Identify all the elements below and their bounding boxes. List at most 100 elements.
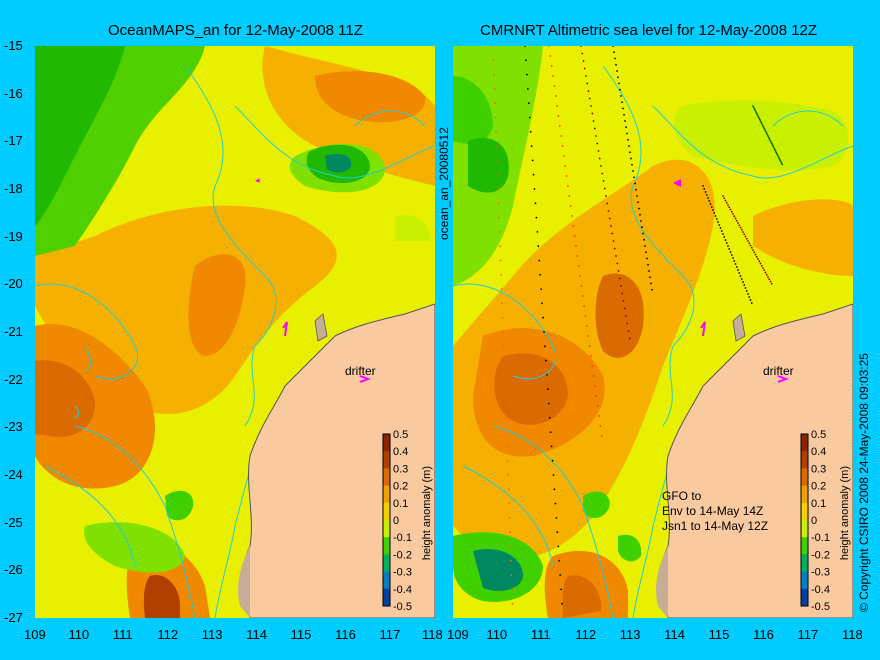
satellite-track-point <box>525 59 527 62</box>
satellite-track-point <box>626 322 629 325</box>
satellite-track-point <box>559 574 562 576</box>
satellite-track-point <box>592 120 595 122</box>
y-tick-label: -26 <box>4 562 23 578</box>
satellite-track-point <box>770 141 772 143</box>
satellite-track-point <box>617 76 619 79</box>
satellite-track-point <box>502 345 505 348</box>
satellite-track-point <box>588 345 591 347</box>
satellite-track-point <box>638 207 640 210</box>
x-tick-label: 112 <box>157 627 179 642</box>
colorbar-segment <box>383 520 390 538</box>
satellite-track-point <box>729 251 732 253</box>
satellite-track-point <box>779 159 781 161</box>
satellite-track-point <box>648 270 650 272</box>
satellite-track-point <box>745 290 748 292</box>
satellite-track-point <box>645 251 647 254</box>
colorbar: 0.5 0.4 0.3 0.2 0.1 0 -0.1 -0.2 -0.3 -0.4 -0.5 <box>382 429 412 613</box>
land-mass <box>656 546 668 618</box>
satellite-track-point <box>755 255 758 258</box>
satellite-track-point <box>621 292 624 295</box>
satellite-track-point <box>650 282 652 285</box>
satellite-track-point <box>768 278 771 281</box>
satellite-track-point <box>554 95 557 97</box>
satellite-track-point <box>758 260 761 263</box>
colorbar-segment <box>383 537 390 555</box>
satellite-track-point <box>642 232 644 235</box>
satellite-track-point <box>641 226 643 229</box>
satellite-track-point <box>495 130 497 133</box>
satellite-track-point <box>629 151 631 154</box>
colorbar-tick-label: 0.3 <box>393 463 408 475</box>
satellite-track-point <box>734 217 737 220</box>
satellite-track-point <box>616 262 619 265</box>
anomaly-low-region <box>674 100 848 171</box>
colorbar-segment <box>801 588 808 607</box>
satellite-track-point <box>643 238 645 241</box>
satellite-track-point <box>763 269 766 272</box>
satellite-track-point <box>509 531 511 534</box>
satellite-track-point <box>584 315 587 317</box>
satellite-track-point <box>588 97 591 100</box>
satellite-track-point <box>506 445 508 448</box>
satellite-track-point <box>739 275 742 277</box>
satellite-track-point <box>624 120 626 122</box>
satellite-track-point <box>761 123 763 125</box>
anomaly-high-region <box>143 575 180 618</box>
satellite-track-point <box>587 335 590 337</box>
right-map-panel: drifter 0.5 0.4 0.3 0.2 0.1 0 -0.1 -0.2 -0.3 -0.4… <box>453 46 853 618</box>
satellite-track-point <box>724 199 727 202</box>
satellite-track-point <box>735 266 738 268</box>
y-tick-label: -16 <box>4 85 23 101</box>
x-tick-label: 118 <box>842 627 863 642</box>
satellite-track-point <box>507 488 510 491</box>
satellite-track-point <box>752 106 755 109</box>
colorbar-tick-label: 0.4 <box>811 446 826 458</box>
satellite-track-point <box>600 435 603 437</box>
satellite-track-point <box>558 125 561 127</box>
satellite-track-point <box>527 102 530 105</box>
anomaly-low-region <box>165 490 194 521</box>
satellite-track-point <box>740 278 743 280</box>
x-tick-label: 109 <box>24 627 46 642</box>
satellite-track-point <box>506 459 509 462</box>
colorbar-tick-label: -0.4 <box>811 584 830 596</box>
satellite-track-point <box>770 282 773 285</box>
y-tick-label: -18 <box>4 181 23 196</box>
colorbar-segment <box>801 434 808 452</box>
anomaly-high-region <box>595 273 644 358</box>
satellite-track-point <box>748 296 751 298</box>
satellite-track-point <box>615 255 617 257</box>
satellite-track-point <box>564 165 567 167</box>
satellite-track-point <box>613 247 616 250</box>
satellite-track-point <box>504 388 506 391</box>
satellite-track-point <box>599 425 602 427</box>
colorbar: 0.5 0.4 0.3 0.2 0.1 0 -0.1 -0.2 -0.3 -0.4 -0.5 <box>800 429 830 613</box>
left-panel-title: OceanMAPS_an for 12-May-2008 11Z <box>108 22 363 39</box>
satellite-track-point <box>528 116 531 119</box>
satellite-track-point <box>742 231 744 233</box>
satellite-track-point <box>613 51 615 54</box>
colorbar-segment <box>383 571 390 590</box>
satellite-track-point <box>778 157 781 160</box>
colorbar-segment <box>383 502 390 521</box>
satellite-track-point <box>554 502 557 505</box>
satellite-track-point <box>544 345 546 348</box>
satellite-track-point <box>628 145 630 147</box>
satellite-track-point <box>601 172 604 175</box>
drifter-label: drifter <box>345 364 376 378</box>
satellite-track-point <box>556 531 559 534</box>
satellite-track-point <box>713 212 716 214</box>
satellite-track-point <box>757 258 759 260</box>
satellite-track-point <box>754 109 757 112</box>
satellite-track-point <box>759 120 762 122</box>
land-mass <box>238 546 250 618</box>
satellite-track-point <box>718 224 721 226</box>
satellite-track-point <box>747 240 749 242</box>
satellite-track-point <box>625 126 627 129</box>
x-tick-label: 112 <box>575 627 597 642</box>
satellite-track-point <box>764 130 767 133</box>
satellite-track-point <box>719 227 722 229</box>
colorbar-tick-label: -0.1 <box>811 532 830 544</box>
satellite-track-point <box>623 113 625 116</box>
satellite-track-point <box>526 88 529 90</box>
